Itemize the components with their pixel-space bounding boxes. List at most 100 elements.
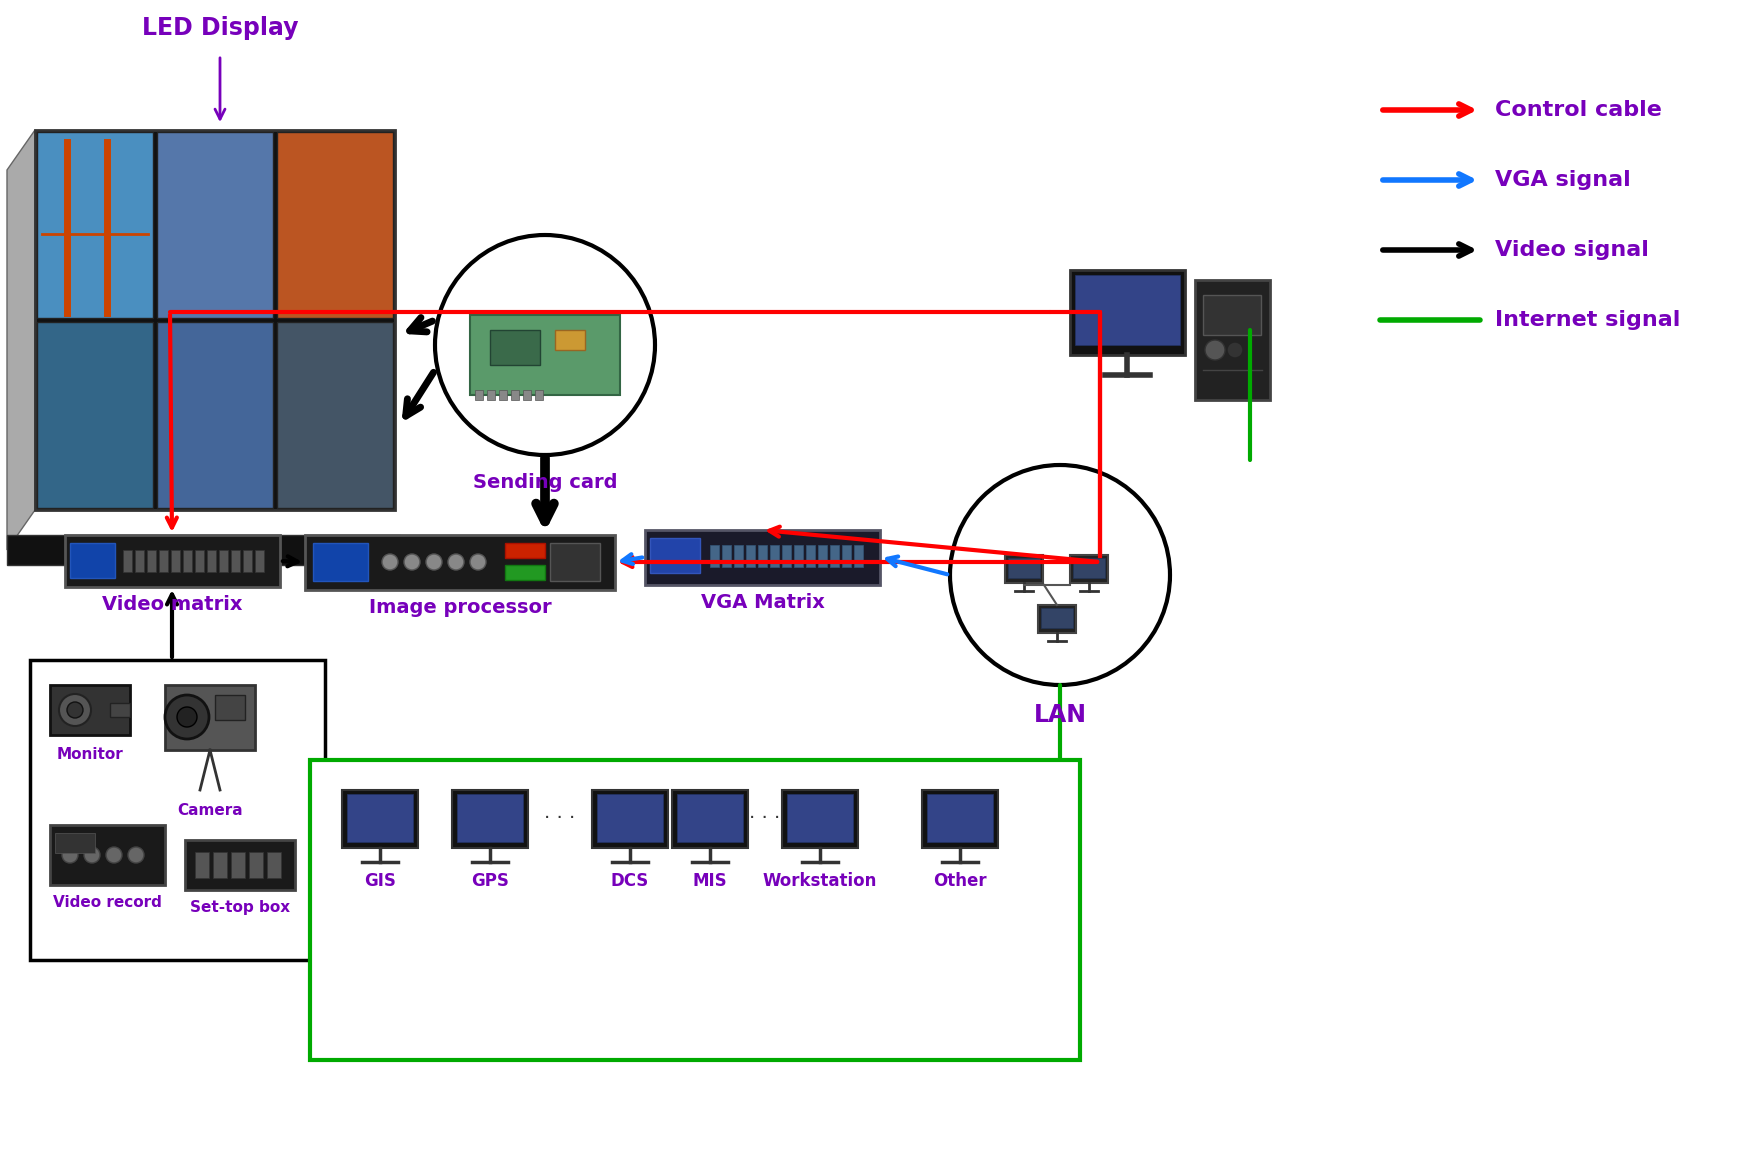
FancyBboxPatch shape bbox=[195, 549, 204, 572]
FancyBboxPatch shape bbox=[1041, 608, 1072, 628]
FancyBboxPatch shape bbox=[1203, 295, 1261, 335]
Text: Sending card: Sending card bbox=[472, 473, 618, 492]
Text: Control cable: Control cable bbox=[1495, 100, 1662, 120]
FancyBboxPatch shape bbox=[926, 794, 993, 842]
Circle shape bbox=[60, 694, 92, 726]
FancyBboxPatch shape bbox=[475, 390, 483, 400]
FancyBboxPatch shape bbox=[109, 703, 130, 717]
FancyBboxPatch shape bbox=[549, 544, 601, 581]
FancyBboxPatch shape bbox=[305, 535, 615, 591]
FancyBboxPatch shape bbox=[794, 545, 803, 567]
FancyBboxPatch shape bbox=[722, 545, 731, 567]
FancyBboxPatch shape bbox=[195, 852, 210, 878]
FancyBboxPatch shape bbox=[70, 544, 114, 578]
Text: Set-top box: Set-top box bbox=[190, 900, 291, 915]
FancyBboxPatch shape bbox=[347, 794, 414, 842]
FancyBboxPatch shape bbox=[49, 825, 166, 885]
Text: · · ·: · · · bbox=[544, 809, 576, 828]
FancyBboxPatch shape bbox=[248, 852, 262, 878]
FancyBboxPatch shape bbox=[650, 538, 701, 573]
Circle shape bbox=[62, 846, 77, 863]
Text: Other: Other bbox=[933, 872, 986, 890]
FancyBboxPatch shape bbox=[208, 549, 217, 572]
FancyBboxPatch shape bbox=[276, 322, 393, 508]
FancyBboxPatch shape bbox=[1196, 281, 1270, 400]
FancyBboxPatch shape bbox=[231, 549, 239, 572]
FancyBboxPatch shape bbox=[268, 852, 282, 878]
Text: GIS: GIS bbox=[365, 872, 396, 890]
FancyBboxPatch shape bbox=[313, 544, 368, 581]
FancyBboxPatch shape bbox=[923, 790, 998, 848]
FancyBboxPatch shape bbox=[807, 545, 815, 567]
FancyBboxPatch shape bbox=[171, 549, 180, 572]
FancyBboxPatch shape bbox=[123, 549, 132, 572]
Circle shape bbox=[426, 554, 442, 571]
FancyBboxPatch shape bbox=[490, 330, 541, 365]
FancyBboxPatch shape bbox=[829, 545, 838, 567]
FancyBboxPatch shape bbox=[55, 834, 95, 853]
FancyBboxPatch shape bbox=[710, 545, 718, 567]
Circle shape bbox=[1205, 340, 1226, 360]
FancyBboxPatch shape bbox=[842, 545, 851, 567]
FancyBboxPatch shape bbox=[782, 790, 858, 848]
Text: DCS: DCS bbox=[611, 872, 650, 890]
Circle shape bbox=[85, 846, 100, 863]
Circle shape bbox=[106, 846, 122, 863]
FancyBboxPatch shape bbox=[49, 684, 130, 735]
Text: Internet signal: Internet signal bbox=[1495, 310, 1680, 330]
FancyBboxPatch shape bbox=[787, 794, 852, 842]
FancyBboxPatch shape bbox=[146, 549, 157, 572]
FancyBboxPatch shape bbox=[65, 535, 280, 587]
Text: Monitor: Monitor bbox=[56, 747, 123, 762]
FancyBboxPatch shape bbox=[505, 544, 544, 558]
Circle shape bbox=[470, 554, 486, 571]
FancyBboxPatch shape bbox=[183, 549, 192, 572]
FancyBboxPatch shape bbox=[597, 794, 662, 842]
FancyBboxPatch shape bbox=[676, 794, 743, 842]
Circle shape bbox=[403, 554, 421, 571]
FancyBboxPatch shape bbox=[37, 322, 153, 508]
Text: VGA signal: VGA signal bbox=[1495, 170, 1631, 190]
FancyBboxPatch shape bbox=[747, 545, 755, 567]
Text: MIS: MIS bbox=[692, 872, 727, 890]
FancyBboxPatch shape bbox=[255, 549, 264, 572]
FancyBboxPatch shape bbox=[37, 131, 153, 318]
Polygon shape bbox=[7, 130, 35, 549]
Circle shape bbox=[166, 695, 210, 738]
Circle shape bbox=[382, 554, 398, 571]
FancyBboxPatch shape bbox=[770, 545, 778, 567]
Text: VGA Matrix: VGA Matrix bbox=[701, 593, 824, 612]
FancyBboxPatch shape bbox=[592, 790, 667, 848]
FancyBboxPatch shape bbox=[458, 794, 523, 842]
FancyBboxPatch shape bbox=[645, 529, 880, 585]
FancyBboxPatch shape bbox=[30, 660, 326, 960]
Text: Video record: Video record bbox=[53, 895, 162, 910]
FancyBboxPatch shape bbox=[854, 545, 863, 567]
Circle shape bbox=[178, 707, 197, 727]
FancyBboxPatch shape bbox=[734, 545, 743, 567]
FancyBboxPatch shape bbox=[7, 535, 400, 565]
FancyBboxPatch shape bbox=[1037, 605, 1076, 633]
Text: LED Display: LED Display bbox=[141, 16, 298, 40]
FancyBboxPatch shape bbox=[215, 695, 245, 720]
FancyBboxPatch shape bbox=[231, 852, 245, 878]
FancyBboxPatch shape bbox=[511, 390, 519, 400]
FancyBboxPatch shape bbox=[157, 322, 273, 508]
FancyBboxPatch shape bbox=[488, 390, 495, 400]
FancyBboxPatch shape bbox=[505, 565, 544, 580]
FancyBboxPatch shape bbox=[35, 130, 394, 510]
FancyBboxPatch shape bbox=[498, 390, 507, 400]
FancyBboxPatch shape bbox=[819, 545, 828, 567]
FancyBboxPatch shape bbox=[136, 549, 144, 572]
Circle shape bbox=[129, 846, 144, 863]
Text: Video signal: Video signal bbox=[1495, 239, 1648, 259]
Circle shape bbox=[1227, 342, 1243, 358]
FancyBboxPatch shape bbox=[213, 852, 227, 878]
FancyBboxPatch shape bbox=[157, 131, 273, 318]
FancyBboxPatch shape bbox=[166, 684, 255, 750]
FancyBboxPatch shape bbox=[782, 545, 791, 567]
FancyBboxPatch shape bbox=[555, 330, 585, 350]
Text: LAN: LAN bbox=[1034, 703, 1087, 727]
Circle shape bbox=[447, 554, 463, 571]
FancyBboxPatch shape bbox=[673, 790, 748, 848]
